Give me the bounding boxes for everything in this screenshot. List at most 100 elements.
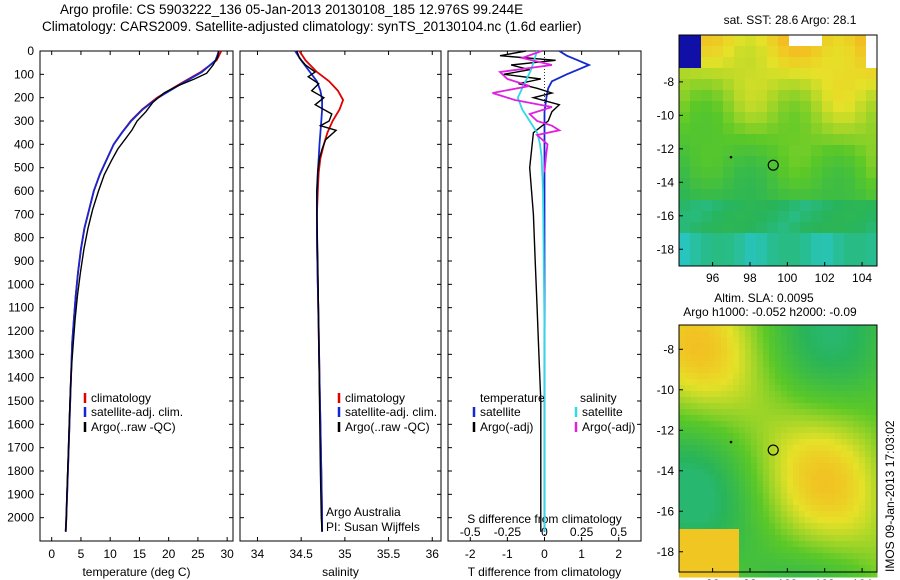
map-cell — [871, 445, 878, 452]
map-cell — [767, 200, 779, 212]
map-cell — [690, 156, 702, 168]
map-cell — [679, 535, 686, 542]
map-cell — [787, 361, 794, 368]
map-cell — [756, 112, 768, 124]
map-cell — [757, 379, 764, 386]
map-cell — [822, 189, 834, 201]
map-cell — [745, 112, 757, 124]
map-cell — [847, 409, 854, 416]
map-cell — [835, 499, 842, 506]
map-cell — [811, 367, 818, 374]
map-cell — [855, 178, 867, 190]
map-cell — [811, 469, 818, 476]
map-cell — [841, 367, 848, 374]
map-cell — [787, 331, 794, 338]
map-cell — [847, 445, 854, 452]
map-cell — [709, 505, 716, 512]
map-cell — [853, 541, 860, 548]
map-cell — [721, 469, 728, 476]
map-cell — [793, 493, 800, 500]
map-cell — [811, 487, 818, 494]
map-cell — [844, 211, 856, 223]
map-cell — [823, 325, 830, 332]
map-cell — [712, 46, 724, 58]
map-cell — [723, 233, 735, 245]
map-cell — [739, 325, 746, 332]
island-marker — [729, 440, 733, 444]
map-cell — [733, 421, 740, 428]
map-cell — [841, 361, 848, 368]
map-cell — [833, 46, 845, 58]
map-cell — [767, 46, 779, 58]
map-cell — [733, 415, 740, 422]
map-cell — [859, 523, 866, 530]
map-cell — [865, 529, 872, 536]
map-cell — [679, 35, 691, 47]
map-cell — [781, 409, 788, 416]
map-cell — [787, 433, 794, 440]
map-cell — [775, 397, 782, 404]
map-cell — [679, 343, 686, 350]
map-cell — [853, 559, 860, 566]
map-cell — [859, 499, 866, 506]
map-cell — [781, 331, 788, 338]
map-cell — [769, 523, 776, 530]
map-cell — [822, 244, 834, 256]
map-cell — [844, 68, 856, 80]
map-cell — [778, 189, 790, 201]
map-cell — [751, 427, 758, 434]
map-cell — [800, 145, 812, 157]
map-cell — [769, 535, 776, 542]
map-cell — [799, 355, 806, 362]
map-cell — [853, 373, 860, 380]
map-cell — [727, 541, 734, 548]
map-cell — [871, 385, 878, 392]
map-cell — [787, 463, 794, 470]
map-cell — [685, 505, 692, 512]
map-cell — [723, 46, 735, 58]
legend-argo: Argo(..raw -QC) — [91, 420, 176, 434]
map-cell — [745, 571, 752, 578]
map-cell — [775, 343, 782, 350]
map-cell — [723, 222, 735, 234]
map-cell — [859, 571, 866, 578]
map-cell — [767, 244, 779, 256]
map-cell — [679, 112, 691, 124]
map-cell — [793, 457, 800, 464]
map-cell — [799, 343, 806, 350]
map-cell — [855, 90, 867, 102]
map-cell — [721, 547, 728, 554]
map-cell — [697, 529, 704, 536]
map-cell — [709, 553, 716, 560]
map-cell — [763, 397, 770, 404]
map-cell — [734, 68, 746, 80]
map-cell — [805, 493, 812, 500]
map-title-sla: Altim. SLA: 0.0095 — [714, 291, 814, 305]
map-cell — [811, 541, 818, 548]
map-cell — [811, 451, 818, 458]
map-cell — [691, 565, 698, 572]
map-cell — [679, 189, 691, 201]
map-cell — [757, 463, 764, 470]
map-cell — [865, 403, 872, 410]
map-cell — [800, 167, 812, 179]
map-cell — [709, 475, 716, 482]
map-cell — [763, 493, 770, 500]
map-cell — [829, 487, 836, 494]
map-cell — [751, 367, 758, 374]
map-cell — [697, 475, 704, 482]
map-cell — [763, 385, 770, 392]
map-cell — [703, 451, 710, 458]
map-cell — [847, 385, 854, 392]
map-cell — [811, 211, 823, 223]
map-cell — [847, 493, 854, 500]
map-cell — [697, 535, 704, 542]
map-cell — [789, 156, 801, 168]
map-cell — [701, 90, 713, 102]
map-cell — [811, 79, 823, 91]
map-cell — [805, 499, 812, 506]
map-cell — [866, 189, 878, 201]
map-cell — [871, 391, 878, 398]
map-cell — [855, 222, 867, 234]
map-cell — [756, 123, 768, 135]
